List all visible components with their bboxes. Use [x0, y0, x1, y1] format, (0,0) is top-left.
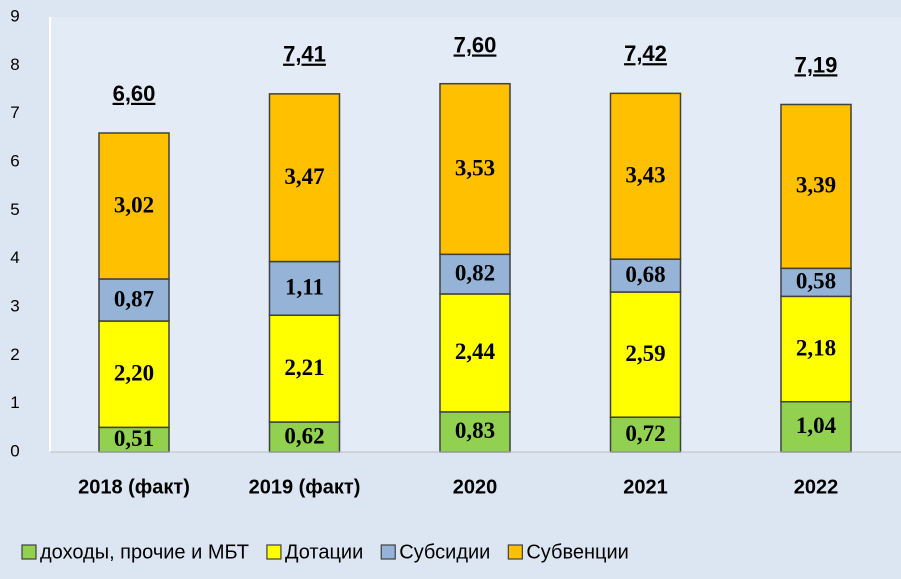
data-label: 0,72 — [625, 421, 665, 446]
x-tick-label: 2021 — [623, 476, 668, 498]
data-label: 0,58 — [796, 269, 836, 294]
bar-segment — [780, 295, 852, 403]
x-tick-label: 2018 (факт) — [78, 476, 190, 498]
y-tick-label: 5 — [10, 200, 19, 219]
x-tick-label: 2020 — [453, 476, 498, 498]
data-label: 2,20 — [114, 360, 154, 385]
data-label: 0,68 — [625, 262, 665, 287]
total-label: 7,19 — [795, 52, 838, 77]
y-tick-label: 2 — [10, 345, 19, 364]
bar-segment — [98, 132, 170, 280]
total-label: 6,60 — [113, 81, 156, 106]
bar-segment — [609, 92, 682, 260]
bar-segment — [609, 291, 682, 418]
bar-segment — [268, 260, 341, 316]
y-tick-label: 3 — [10, 296, 19, 315]
data-label: 0,87 — [114, 286, 154, 311]
data-label: 2,59 — [625, 341, 665, 366]
data-label: 0,82 — [455, 260, 495, 285]
data-label: 2,18 — [796, 335, 836, 360]
y-tick-label: 6 — [10, 151, 19, 170]
data-label: 2,44 — [455, 339, 496, 364]
legend-label: Субсидии — [399, 541, 490, 563]
bar-segment — [268, 93, 341, 263]
legend-label: доходы, прочие и МБТ — [40, 541, 249, 563]
total-label: 7,42 — [624, 41, 667, 66]
legend-swatch — [21, 544, 37, 560]
data-label: 0,51 — [114, 426, 154, 451]
y-tick-label: 0 — [10, 441, 19, 460]
bar-segment — [780, 103, 852, 270]
y-tick-label: 9 — [10, 6, 19, 25]
y-tick-label: 8 — [10, 55, 19, 74]
data-label: 3,53 — [455, 155, 495, 180]
bar-segment — [439, 293, 511, 413]
legend-swatch — [380, 544, 396, 560]
data-label: 3,39 — [796, 173, 836, 198]
bar-segment — [780, 400, 852, 453]
legend-label: Субвенции — [526, 541, 629, 563]
data-label: 1,04 — [796, 413, 837, 438]
data-label: 3,47 — [284, 164, 324, 189]
y-tick-label: 7 — [10, 103, 19, 122]
data-label: 3,43 — [625, 163, 665, 188]
y-tick-label: 4 — [10, 248, 19, 267]
total-label: 7,60 — [454, 32, 497, 57]
bar-segment — [268, 421, 341, 453]
data-label: 3,02 — [114, 192, 154, 217]
bar-segment — [98, 320, 170, 429]
legend-swatch — [507, 544, 523, 560]
bar-segment — [609, 258, 682, 293]
bar-segment — [268, 314, 341, 423]
y-tick-label: 1 — [10, 393, 19, 412]
bar-segment — [439, 253, 511, 295]
x-tick-label: 2019 (факт) — [249, 476, 361, 498]
bar-segment — [439, 82, 511, 256]
legend-label: Дотации — [285, 541, 363, 563]
legend-swatch — [266, 544, 282, 560]
bar-segment — [98, 278, 170, 322]
total-label: 7,41 — [283, 42, 326, 67]
data-label: 0,62 — [284, 423, 324, 448]
data-label: 0,83 — [455, 418, 495, 443]
x-tick-label: 2022 — [794, 476, 839, 498]
data-label: 1,11 — [285, 275, 324, 300]
data-label: 2,21 — [284, 355, 324, 380]
